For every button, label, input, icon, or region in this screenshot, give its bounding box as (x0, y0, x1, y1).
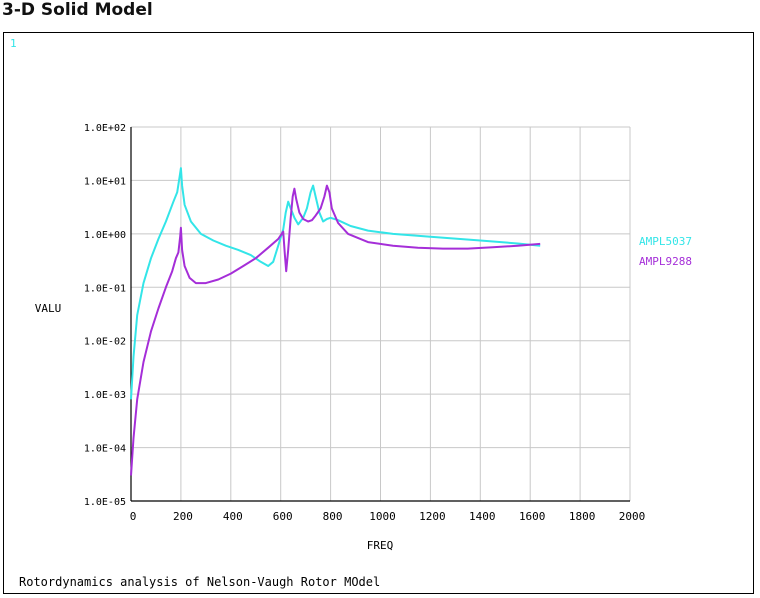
page-title: 3-D Solid Model (2, 0, 153, 20)
caption: Rotordynamics analysis of Nelson-Vaugh R… (19, 575, 380, 589)
x-tick-label: 600 (273, 510, 293, 523)
y-tick-label: 1.0E-04 (84, 444, 126, 455)
axes (130, 127, 630, 502)
y-tick-label: 1.0E-02 (84, 337, 126, 348)
x-tick-label: 1000 (369, 510, 396, 523)
series-line-ampl9288 (130, 184, 541, 476)
legend-entry: AMPL5037 (639, 235, 692, 248)
x-tick-label: 1400 (469, 510, 496, 523)
tick-labels: 0 200 400 600 800 1000 1200 1400 1600 1800 2000 1.0… (84, 123, 645, 523)
y-tick-label: 1.0E-03 (84, 390, 126, 401)
series-line-ampl5037 (130, 167, 541, 400)
x-tick-label: 1200 (419, 510, 446, 523)
y-axis-label: VALU (35, 302, 62, 315)
y-tick-label: 1.0E+02 (84, 123, 126, 134)
grid (130, 126, 631, 502)
x-tick-label: 1600 (519, 510, 546, 523)
x-tick-label: 800 (323, 510, 343, 523)
series-lines (130, 167, 541, 476)
plot-window (3, 32, 754, 594)
x-tick-label: 400 (223, 510, 243, 523)
x-tick-label: 0 (130, 510, 137, 523)
x-tick-label: 200 (173, 510, 193, 523)
y-tick-label: 1.0E+01 (84, 176, 126, 187)
x-tick-label: 1800 (569, 510, 596, 523)
x-axis-label: FREQ (367, 539, 394, 552)
legend: AMPL5037 AMPL9288 (639, 235, 692, 268)
x-tick-label: 2000 (619, 510, 646, 523)
y-tick-label: 1.0E+00 (84, 230, 126, 241)
legend-entry: AMPL9288 (639, 255, 692, 268)
window-number: 1 (10, 37, 17, 50)
y-tick-label: 1.0E-05 (84, 497, 126, 508)
y-tick-label: 1.0E-01 (84, 283, 126, 294)
